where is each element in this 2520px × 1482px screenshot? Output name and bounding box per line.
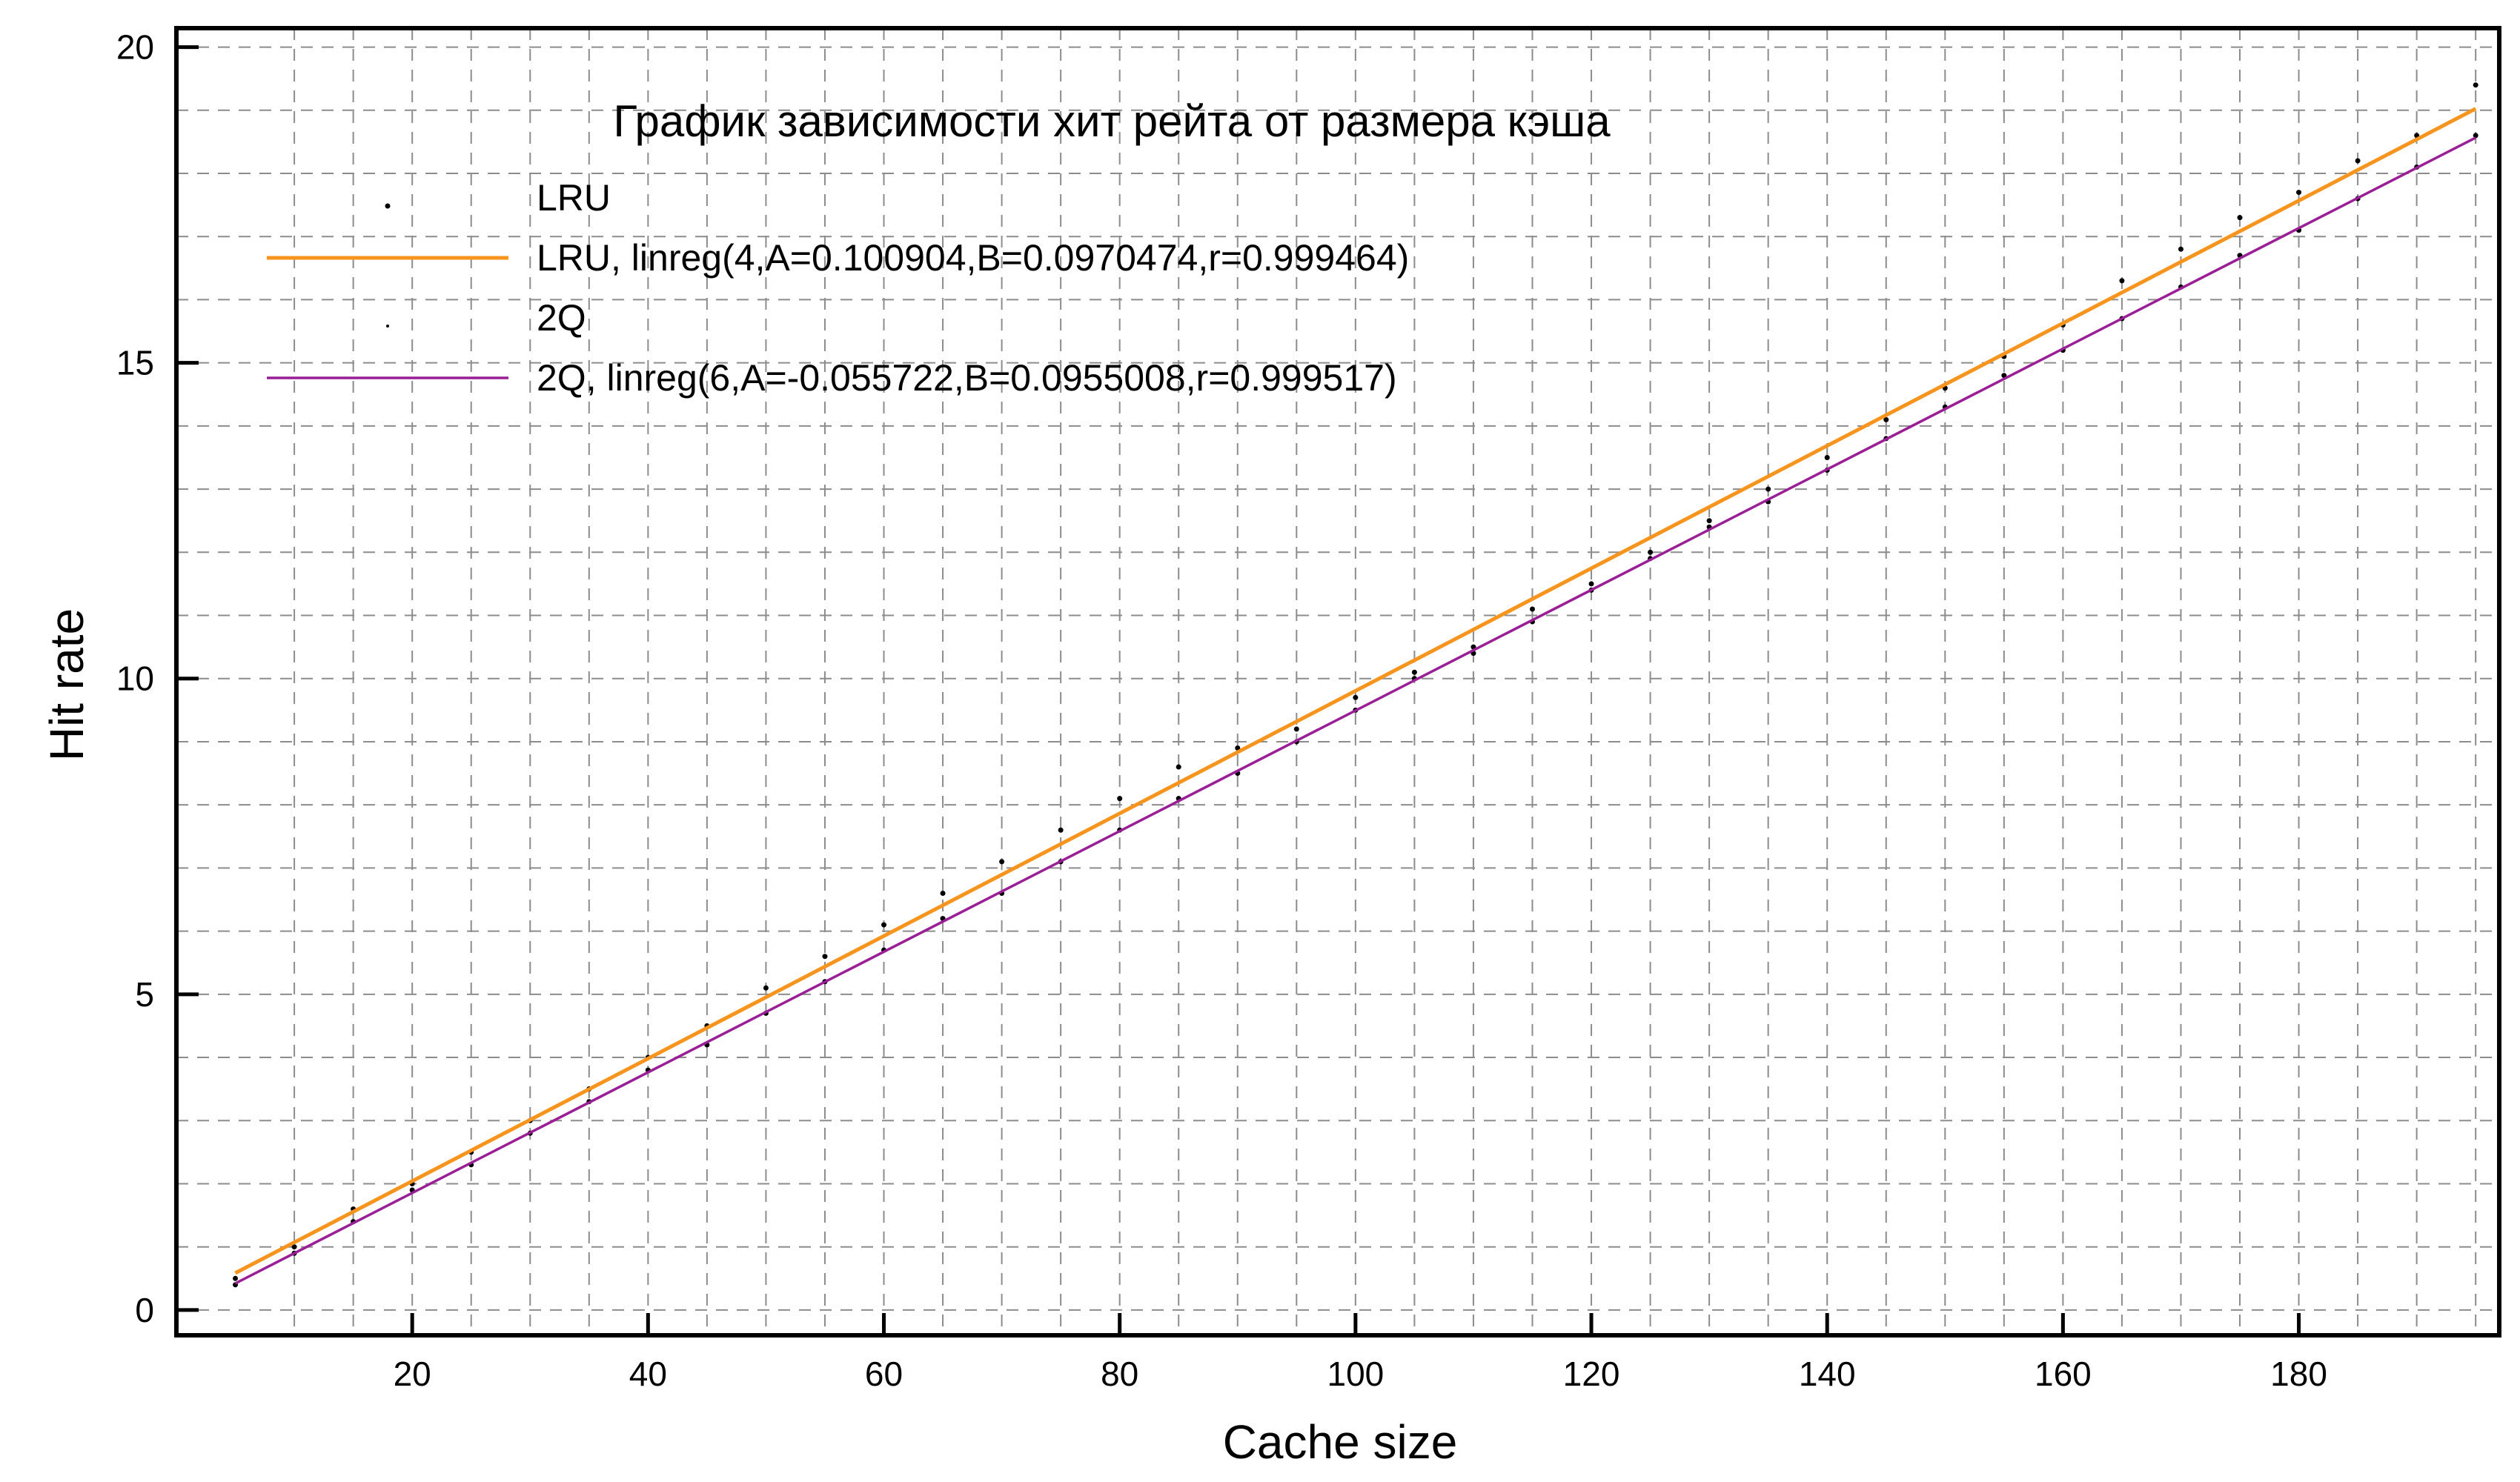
legend-marker-swatch bbox=[386, 325, 389, 328]
x-tick-label: 140 bbox=[1799, 1355, 1856, 1393]
x-tick-label: 60 bbox=[865, 1355, 903, 1393]
data-point bbox=[2473, 133, 2478, 139]
chart-title: График зависимости хит рейта от размера … bbox=[613, 96, 1611, 146]
data-point bbox=[233, 1275, 239, 1281]
legend-marker-swatch bbox=[385, 203, 391, 209]
x-tick-label: 180 bbox=[2270, 1355, 2327, 1393]
data-point bbox=[2473, 82, 2478, 88]
series-3 bbox=[234, 136, 2476, 1285]
data-point bbox=[2237, 215, 2243, 221]
y-tick-label: 15 bbox=[116, 344, 154, 382]
data-point bbox=[881, 922, 887, 928]
legend-label: LRU, linreg(4,A=0.100904,B=0.0970474,r=0… bbox=[537, 237, 1409, 279]
data-point bbox=[1411, 669, 1417, 675]
data-point bbox=[1235, 745, 1241, 751]
data-point bbox=[1824, 454, 1830, 460]
ticks bbox=[176, 45, 2301, 1335]
legend: LRU LRU, linreg(4,A=0.100904,B=0.0970474,… bbox=[267, 177, 1409, 399]
y-tick-label: 5 bbox=[135, 975, 154, 1014]
data-point bbox=[1588, 581, 1594, 587]
legend-label: 2Q, linreg(6,A=-0.055722,B=0.0955008,r=0… bbox=[537, 357, 1397, 399]
data-point bbox=[763, 985, 769, 991]
grid bbox=[176, 28, 2499, 1335]
data-point bbox=[2119, 278, 2125, 284]
series-layer bbox=[233, 82, 2478, 1288]
data-point bbox=[291, 1244, 297, 1250]
data-point bbox=[1883, 416, 1889, 422]
y-tick-label: 10 bbox=[116, 659, 154, 698]
series-line bbox=[234, 136, 2476, 1285]
data-point bbox=[1176, 764, 1181, 770]
data-point bbox=[1648, 549, 1654, 555]
x-axis-title: Cache size bbox=[1223, 1415, 1458, 1469]
x-tick-label: 100 bbox=[1327, 1355, 1384, 1393]
y-axis-title: Hit rate bbox=[40, 608, 93, 761]
data-point bbox=[2296, 190, 2302, 196]
data-point bbox=[822, 954, 828, 960]
data-point bbox=[1353, 694, 1359, 700]
data-point bbox=[1058, 827, 1064, 833]
data-point bbox=[2355, 158, 2361, 164]
data-point bbox=[1529, 606, 1535, 612]
x-tick-label: 20 bbox=[394, 1355, 431, 1393]
data-point bbox=[2178, 246, 2184, 252]
data-point bbox=[1293, 726, 1299, 732]
series-line bbox=[234, 107, 2477, 1275]
x-tick-label: 120 bbox=[1563, 1355, 1620, 1393]
data-point bbox=[2001, 373, 2007, 379]
data-point bbox=[1117, 796, 1123, 802]
data-point bbox=[1706, 518, 1712, 524]
series-1 bbox=[234, 107, 2477, 1275]
data-point bbox=[1765, 486, 1771, 492]
plot-frame bbox=[174, 26, 2501, 1338]
data-point bbox=[999, 859, 1005, 865]
data-point bbox=[940, 890, 946, 896]
x-tick-label: 40 bbox=[629, 1355, 667, 1393]
y-tick-label: 0 bbox=[135, 1291, 154, 1329]
legend-label: LRU bbox=[537, 177, 611, 219]
series-0 bbox=[233, 82, 2478, 1281]
x-tick-label: 160 bbox=[2035, 1355, 2092, 1393]
y-tick-label: 20 bbox=[116, 28, 154, 67]
x-tick-label: 80 bbox=[1101, 1355, 1138, 1393]
legend-label: 2Q bbox=[537, 297, 586, 339]
tick-labels: 20 40 60 80 100 120 140 160 180 0 5 10 15 20 bbox=[116, 28, 2327, 1393]
